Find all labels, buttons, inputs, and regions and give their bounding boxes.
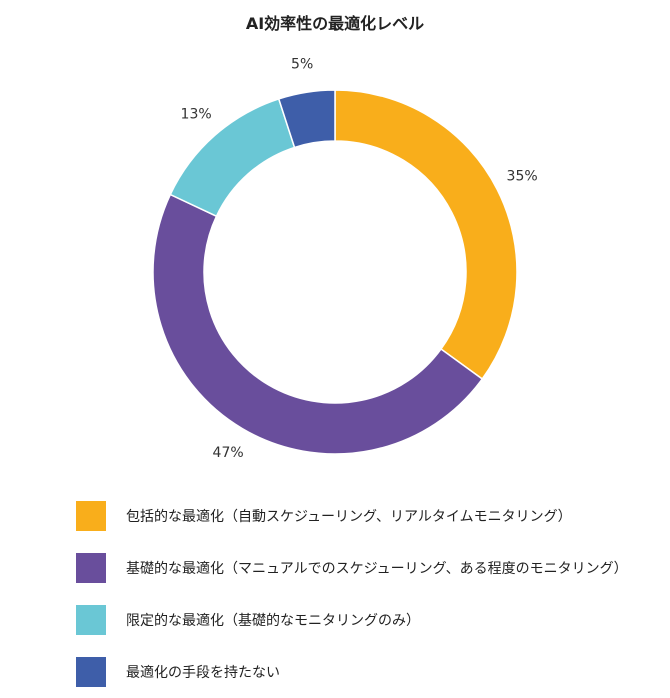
slice-value-label: 47% [213, 445, 244, 461]
slice-value-label: 35% [507, 169, 538, 185]
chart-title: AI効率性の最適化レベル [245, 14, 425, 33]
legend-swatch [76, 657, 106, 687]
legend-item: 限定的な最適化（基礎的なモニタリングのみ） [76, 594, 656, 646]
donut-slice [152, 193, 484, 455]
donut-slice [334, 89, 518, 381]
legend-label: 最適化の手段を持たない [126, 665, 280, 681]
slice-value-label: 13% [181, 106, 212, 122]
donut-slice [277, 89, 336, 149]
legend: 包括的な最適化（自動スケジューリング、リアルタイムモニタリング） 基礎的な最適化… [76, 490, 656, 698]
legend-item: 包括的な最適化（自動スケジューリング、リアルタイムモニタリング） [76, 490, 656, 542]
legend-label: 基礎的な最適化（マニュアルでのスケジューリング、ある程度のモニタリング） [126, 561, 628, 577]
legend-label: 限定的な最適化（基礎的なモニタリングのみ） [126, 613, 420, 629]
legend-item: 基礎的な最適化（マニュアルでのスケジューリング、ある程度のモニタリング） [76, 542, 656, 594]
legend-swatch [76, 501, 106, 531]
slice-value-label: 5% [291, 57, 313, 73]
legend-swatch [76, 553, 106, 583]
legend-swatch [76, 605, 106, 635]
legend-item: 最適化の手段を持たない [76, 646, 656, 698]
donut-chart: 35% 47% 13% 5% [152, 57, 538, 461]
legend-label: 包括的な最適化（自動スケジューリング、リアルタイムモニタリング） [126, 509, 572, 525]
